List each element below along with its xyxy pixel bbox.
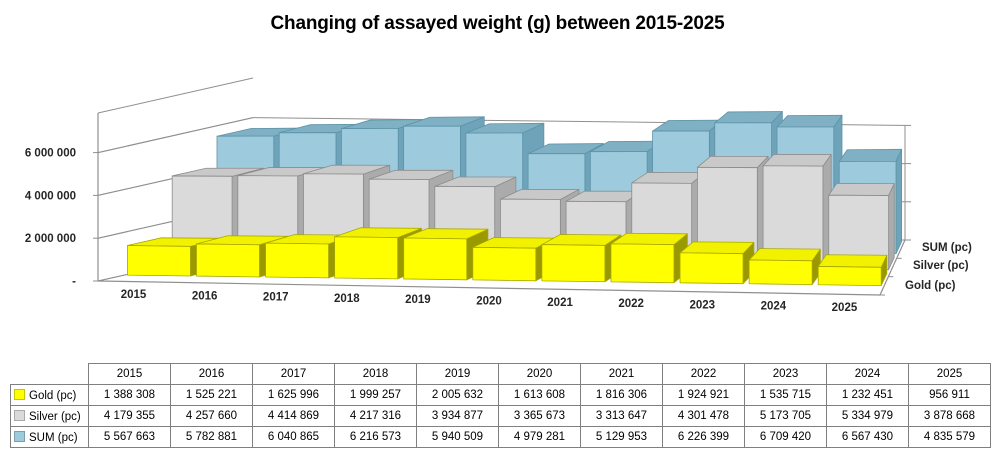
category-axis-label: 2018 (334, 293, 360, 305)
table-cell: 5 782 881 (170, 426, 253, 448)
table-cell: 5 173 705 (744, 405, 827, 427)
table-cell: 1 613 608 (498, 384, 581, 406)
series-axis-label: Gold (pc) (905, 280, 956, 292)
table-cell: 3 365 673 (498, 405, 581, 427)
bar-gold-2023 (679, 241, 755, 285)
category-axis-label: 2020 (476, 296, 502, 308)
table-cell: 5 334 979 (826, 405, 909, 427)
table-corner-cell (11, 364, 89, 385)
table-cell: 3 878 668 (908, 405, 991, 427)
bar-silver-2025 (828, 183, 895, 271)
table-header-year: 2018 (334, 363, 417, 385)
table-cell: 1 625 996 (252, 384, 335, 406)
table-cell: 1 232 451 (826, 384, 909, 406)
table-header-year: 2025 (908, 363, 991, 385)
table-cell: 6 226 399 (662, 426, 745, 448)
legend-swatch (14, 430, 25, 442)
chart-title: Changing of assayed weight (g) between 2… (270, 13, 725, 34)
table-row-label: Silver (pc) (10, 405, 89, 427)
table-cell: 4 414 869 (252, 405, 335, 427)
table-cell: 1 924 921 (662, 384, 745, 406)
table-row: SUM (pc) 5 567 663 5 782 881 6 040 865 6 216… (10, 426, 991, 448)
table-row: Silver (pc) 4 179 355 4 257 660 4 414 869 4 … (10, 405, 991, 427)
table-cell: 5 567 663 (88, 426, 171, 448)
category-axis-label: 2017 (263, 292, 289, 304)
value-axis-label: 2 000 000 (25, 233, 76, 245)
category-axis-label: 2024 (761, 301, 787, 313)
table-cell: 1 816 306 (580, 384, 663, 406)
table-cell: 6 216 573 (334, 426, 417, 448)
category-axis-label: 2025 (832, 302, 858, 314)
table-header-year: 2019 (416, 363, 499, 385)
bar-gold-2024 (748, 248, 821, 286)
bar-gold-2019 (403, 228, 489, 281)
table-cell: 4 217 316 (334, 405, 417, 427)
bar-gold-2025 (817, 254, 888, 287)
table-header-year: 2015 (88, 363, 171, 385)
table-cell: 6 709 420 (744, 426, 827, 448)
bar-chart-3d: - 2 000 000 4 000 000 6 000 000 2015 2016 2017… (25, 77, 972, 314)
table-cell: 6 040 865 (252, 426, 335, 448)
table-cell: 4 835 579 (908, 426, 991, 448)
category-axis-label: 2016 (192, 290, 218, 302)
category-axis-label: 2021 (547, 297, 573, 309)
table-cell: 3 934 877 (416, 405, 499, 427)
table-cell: 1 388 308 (88, 384, 171, 406)
category-axis-label: 2015 (121, 289, 147, 301)
table-row: Gold (pc) 1 388 308 1 525 221 1 625 996 1 99… (10, 384, 991, 406)
table-cell: 3 313 647 (580, 405, 663, 427)
table-cell: 1 535 715 (744, 384, 827, 406)
bar-silver-2024 (762, 154, 832, 270)
table-cell: 6 567 430 (826, 426, 909, 448)
category-axis-label: 2022 (618, 298, 644, 310)
depth-axis (879, 124, 911, 296)
table-header-year: 2024 (826, 363, 909, 385)
table-cell: 5 129 953 (580, 426, 663, 448)
table-header-year: 2022 (662, 363, 745, 385)
table-cell: 2 005 632 (416, 384, 499, 406)
category-axis-label: 2019 (405, 294, 431, 306)
table-header-year: 2023 (744, 363, 827, 385)
table-row-label: Gold (pc) (10, 384, 89, 406)
table-cell: 4 179 355 (88, 405, 171, 427)
series-axis-label: SUM (pc) (922, 242, 972, 254)
value-axis-label: - (72, 276, 76, 288)
table-row-label: SUM (pc) (10, 426, 89, 448)
value-axis-label: 4 000 000 (25, 190, 76, 202)
series-axis-label: Silver (pc) (913, 260, 969, 272)
category-axis-label: 2023 (689, 299, 715, 311)
table-header-year: 2017 (252, 363, 335, 385)
table-cell: 956 911 (908, 384, 991, 406)
table-cell: 4 257 660 (170, 405, 253, 427)
table-header-year: 2016 (170, 363, 253, 385)
table-header-year: 2021 (580, 363, 663, 385)
table-cell: 1 999 257 (334, 384, 417, 406)
table-cell: 5 940 509 (416, 426, 499, 448)
table-cell: 1 525 221 (170, 384, 253, 406)
value-axis-label: 6 000 000 (25, 148, 76, 160)
table-cell: 4 301 478 (662, 405, 745, 427)
table-header-year: 2020 (498, 363, 581, 385)
chart-data-table: 2015 2016 2017 2018 2019 2020 2021 2022 2023 2024… (10, 363, 991, 448)
bars (126, 111, 903, 287)
legend-swatch (14, 409, 25, 421)
bar-gold-2021 (541, 234, 622, 283)
legend-swatch (14, 388, 25, 400)
bar-gold-2022 (610, 232, 688, 284)
table-cell: 4 979 281 (498, 426, 581, 448)
